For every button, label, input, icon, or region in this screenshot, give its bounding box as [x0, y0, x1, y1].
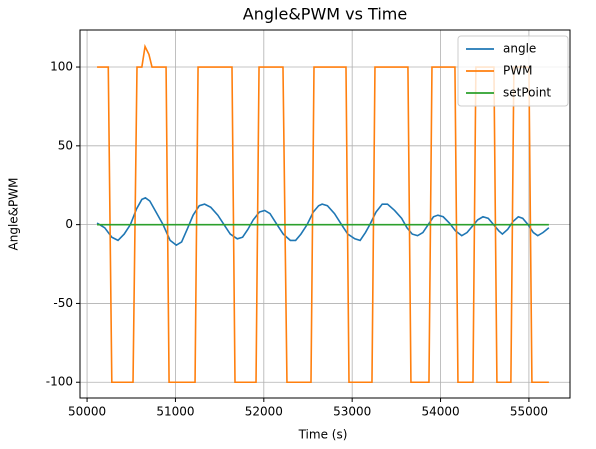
y-tick-label: 50	[58, 138, 73, 152]
x-tick-label: 53000	[333, 405, 371, 419]
legend-label: angle	[503, 42, 536, 56]
legend-box	[457, 35, 569, 107]
y-axis-label: Angle&PWM	[7, 178, 21, 251]
y-tick-label: 100	[50, 60, 73, 74]
series-line	[96, 196, 550, 247]
legend: angle PWM setPoint	[457, 35, 569, 107]
y-tick-label: 0	[65, 217, 73, 231]
x-tick-label: 55000	[510, 405, 548, 419]
x-tick-label: 52000	[245, 405, 283, 419]
chart-title: Angle&PWM vs Time	[243, 5, 407, 24]
x-tick-label: 51000	[156, 405, 194, 419]
y-tick-label: -100	[46, 375, 73, 389]
legend-label: setPoint	[503, 86, 551, 100]
legend-label: PWM	[503, 64, 532, 78]
x-axis-label: Time (s)	[298, 428, 348, 442]
plot-frame	[79, 29, 571, 399]
x-tick-label: 54000	[421, 405, 459, 419]
y-tick-label: -50	[53, 296, 73, 310]
x-tick-label: 50000	[68, 405, 106, 419]
